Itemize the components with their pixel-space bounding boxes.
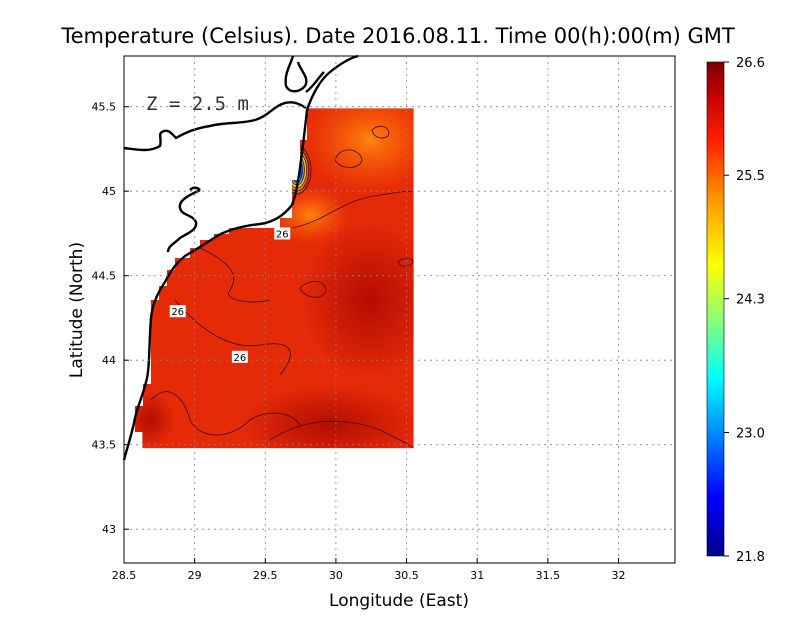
contour-line-6 [371,125,390,139]
y-axis-ticks: 43 43.5 44 44.5 45 45.5 [92,101,129,536]
y-tick-label-0: 43 [102,523,116,536]
contour-line-3 [150,391,301,436]
colorbar [706,61,725,557]
coast-segment-5 [305,71,325,93]
coast-segment-3 [189,186,201,191]
contour-line-4 [269,420,414,449]
y-tick-label-5: 45.5 [92,101,117,114]
y-tick-label-4: 45 [102,185,116,198]
contour-labels: 26 26 26 [169,227,291,364]
contour-label-bg-2 [231,350,248,363]
contour-line-1 [199,247,271,303]
x-tick-label-0: 28.5 [112,569,137,582]
x-tick-label-3: 30 [329,569,343,582]
contour-label-1: 26 [171,307,184,318]
x-tick-label-1: 29 [188,569,202,582]
x-tick-label-4: 30.5 [394,569,419,582]
depth-annotation: Z = 2.5 m [146,93,249,115]
warm-patch-north [300,108,414,195]
contour-line-7 [334,149,363,168]
contour-line-8 [397,257,414,267]
x-axis-label: Longitude (East) [329,591,469,611]
contour-line-5 [174,299,291,376]
x-tick-label-7: 32 [611,569,625,582]
x-tick-label-2: 29.5 [253,569,278,582]
coastline [122,54,359,461]
contour-label-bg-1 [169,305,186,318]
contour-label-bg-0 [274,227,291,240]
colorbar-tick-label-3: 23.0 [736,427,765,442]
x-tick-label-5: 31 [470,569,484,582]
contour-label-2: 26 [233,353,246,364]
coast-segment-1 [123,101,307,152]
y-tick-label-1: 43.5 [92,439,117,452]
colorbar-tick-label-0: 26.6 [736,56,765,71]
y-tick-label-2: 44 [102,354,116,367]
y-tick-label-3: 44.5 [92,270,117,283]
chart-title: Temperature (Celsius). Date 2016.08.11. … [60,24,735,48]
colorbar-tick-label-4: 21.8 [736,550,765,565]
hot-patch-east [300,220,414,380]
x-axis-ticks: 28.5 29 29.5 30 30.5 31 31.5 32 [112,558,625,582]
colorbar-ticks: 26.6 25.5 24.3 23.0 21.8 [724,56,765,565]
contour-line-2 [299,281,327,298]
y-axis-label: Latitude (North) [67,242,87,378]
colorbar-tick-label-2: 24.3 [736,293,765,308]
coast-segment-0 [122,54,359,461]
contour-label-0: 26 [276,229,289,240]
coast-segment-2 [166,188,201,253]
grid [124,56,675,563]
coast-segment-4 [284,55,308,93]
colorbar-tick-label-1: 25.5 [736,169,765,184]
x-tick-label-6: 31.5 [536,569,561,582]
hot-patch-south [240,385,414,449]
